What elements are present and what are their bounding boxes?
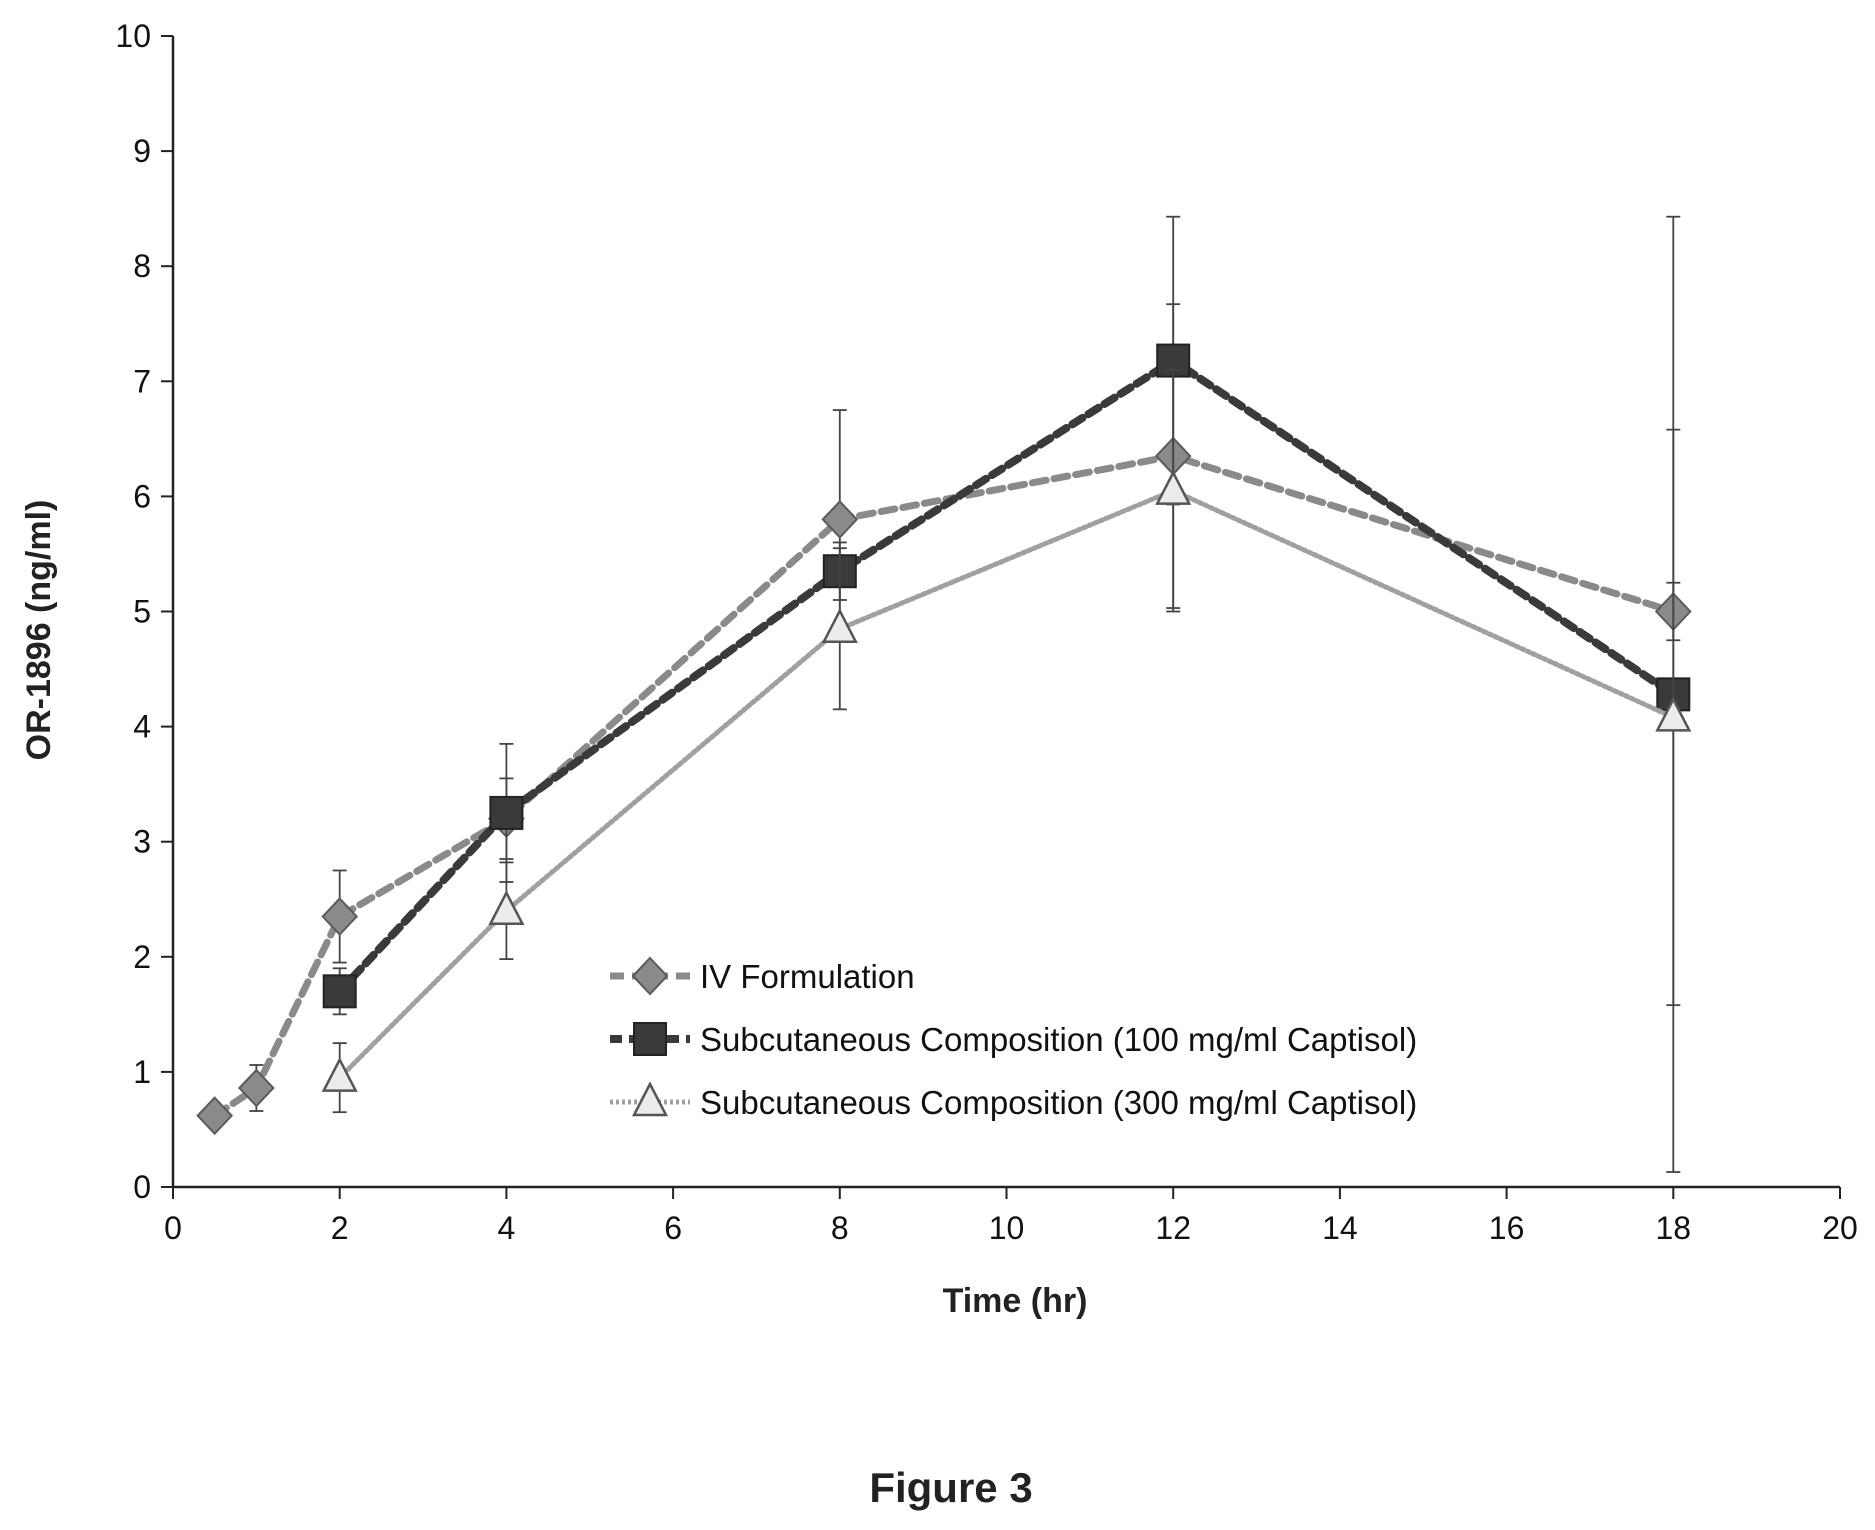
y-tick-label: 4 [133, 709, 151, 745]
x-tick-label: 20 [1822, 1210, 1858, 1246]
y-tick-label: 7 [133, 363, 151, 399]
data-point [821, 499, 859, 539]
series-3 [321, 368, 1692, 1114]
data-point [321, 1056, 358, 1092]
series-layer [196, 215, 1692, 1173]
legend-marker [633, 1022, 667, 1056]
data-point [489, 795, 524, 830]
y-tick-label: 3 [133, 824, 151, 860]
x-axis-ticks: 0 2 4 6 8 10 12 14 16 18 20 [164, 1187, 1858, 1246]
figure-caption: Figure 3 [869, 1464, 1032, 1511]
data-point [321, 897, 359, 936]
series-line [211, 452, 1677, 1120]
y-axis-title: OR-1896 (ng/ml) [20, 500, 58, 761]
y-axis-ticks: 0 1 2 3 4 5 6 7 8 9 10 [115, 18, 173, 1205]
data-point [322, 974, 357, 1009]
data-point [1155, 469, 1192, 505]
x-tick-label: 6 [664, 1210, 682, 1246]
x-tick-label: 2 [331, 1210, 349, 1246]
axes [171, 36, 1840, 1189]
data-point [821, 608, 858, 644]
y-tick-label: 0 [133, 1169, 151, 1205]
x-tick-label: 16 [1489, 1210, 1525, 1246]
data-point [1655, 696, 1692, 732]
x-axis-title: Time (hr) [943, 1282, 1088, 1320]
x-tick-label: 12 [1155, 1210, 1191, 1246]
y-tick-label: 9 [133, 133, 151, 169]
legend-marker [631, 956, 669, 996]
legend-label: Subcutaneous Composition (100 mg/ml Capt… [700, 1021, 1417, 1058]
y-tick-label: 10 [115, 18, 151, 54]
y-tick-label: 2 [133, 939, 151, 975]
x-tick-label: 4 [498, 1210, 516, 1246]
data-point [237, 1068, 275, 1108]
x-tick-label: 0 [164, 1210, 182, 1246]
data-point [488, 890, 525, 926]
series-line [335, 355, 1678, 996]
x-tick-label: 14 [1322, 1210, 1358, 1246]
legend-label: IV Formulation [700, 958, 915, 995]
x-tick-label: 18 [1656, 1210, 1692, 1246]
series-1 [196, 303, 1692, 1136]
legend: IV Formulation Subcutaneous Composition (… [610, 956, 1417, 1121]
data-point [196, 1096, 234, 1136]
y-tick-label: 1 [133, 1054, 151, 1090]
y-tick-label: 8 [133, 248, 151, 284]
x-tick-label: 10 [989, 1210, 1025, 1246]
y-tick-label: 5 [133, 594, 151, 630]
y-tick-label: 6 [133, 478, 151, 514]
legend-label: Subcutaneous Composition (300 mg/ml Capt… [700, 1084, 1417, 1121]
x-tick-label: 8 [831, 1210, 849, 1246]
legend-marker [631, 1081, 669, 1117]
